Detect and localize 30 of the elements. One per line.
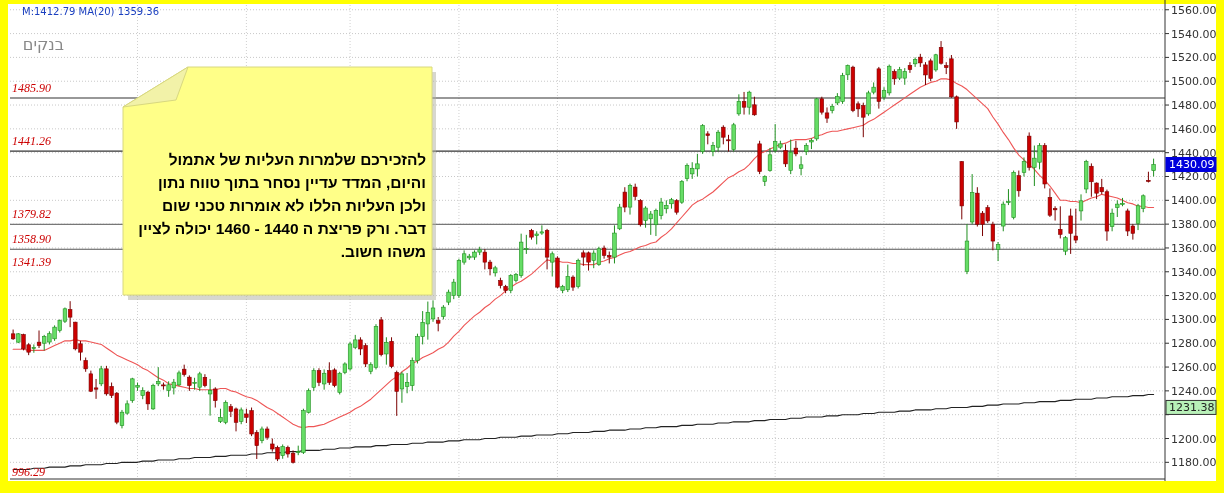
y-tick-label: 1520.00	[1171, 51, 1217, 65]
ref-line-label: 1379.82	[12, 207, 51, 222]
y-tick-label: 1200.00	[1171, 432, 1217, 446]
y-tick-label: 1240.00	[1171, 384, 1217, 398]
y-tick-label: 1540.00	[1171, 27, 1217, 41]
y-tick-label: 1360.00	[1171, 241, 1217, 255]
annotation: M:1412.79 MA(20) 1359.36	[22, 6, 160, 17]
annotation: להזכירכם שלמרות העליות של אתמול והיום, המדד עדיין נסחר בתוך טווח נתון ולכן העליות הללו לא אומרות טכני שום דבר. ורק פריצת ה 1440 - 1460 יכולה לציין משהו חשוב.	[137, 150, 426, 262]
y-tick-label: 1440.00	[1171, 146, 1217, 160]
y-tick-label: 1260.00	[1171, 361, 1217, 375]
y-tick-label: 1320.00	[1171, 289, 1217, 303]
y-tick-label: 1180.00	[1171, 456, 1217, 470]
y-tick-label: 1340.00	[1171, 265, 1217, 279]
annotation: 996.29	[12, 465, 45, 479]
y-tick-label: 1480.00	[1171, 99, 1217, 113]
text: 1231.38	[1169, 401, 1215, 415]
y-tick-label: 1420.00	[1171, 170, 1217, 184]
text: 1430.09	[1169, 158, 1215, 172]
y-tick-label: 1400.00	[1171, 194, 1217, 208]
ref-line-label: 1485.90	[12, 81, 51, 96]
y-tick-label: 1500.00	[1171, 75, 1217, 89]
y-tick-label: 1300.00	[1171, 313, 1217, 327]
annotation: 1341.39	[12, 255, 51, 269]
y-tick-label: 1460.00	[1171, 122, 1217, 136]
y-tick-label: 1280.00	[1171, 337, 1217, 351]
text: בנקים	[22, 35, 64, 54]
ref-line-label: 1358.90	[12, 232, 51, 247]
y-tick-label: 1560.00	[1171, 3, 1217, 17]
ref-line-label: 1441.26	[12, 134, 51, 149]
y-tick-label: 1380.00	[1171, 218, 1217, 232]
